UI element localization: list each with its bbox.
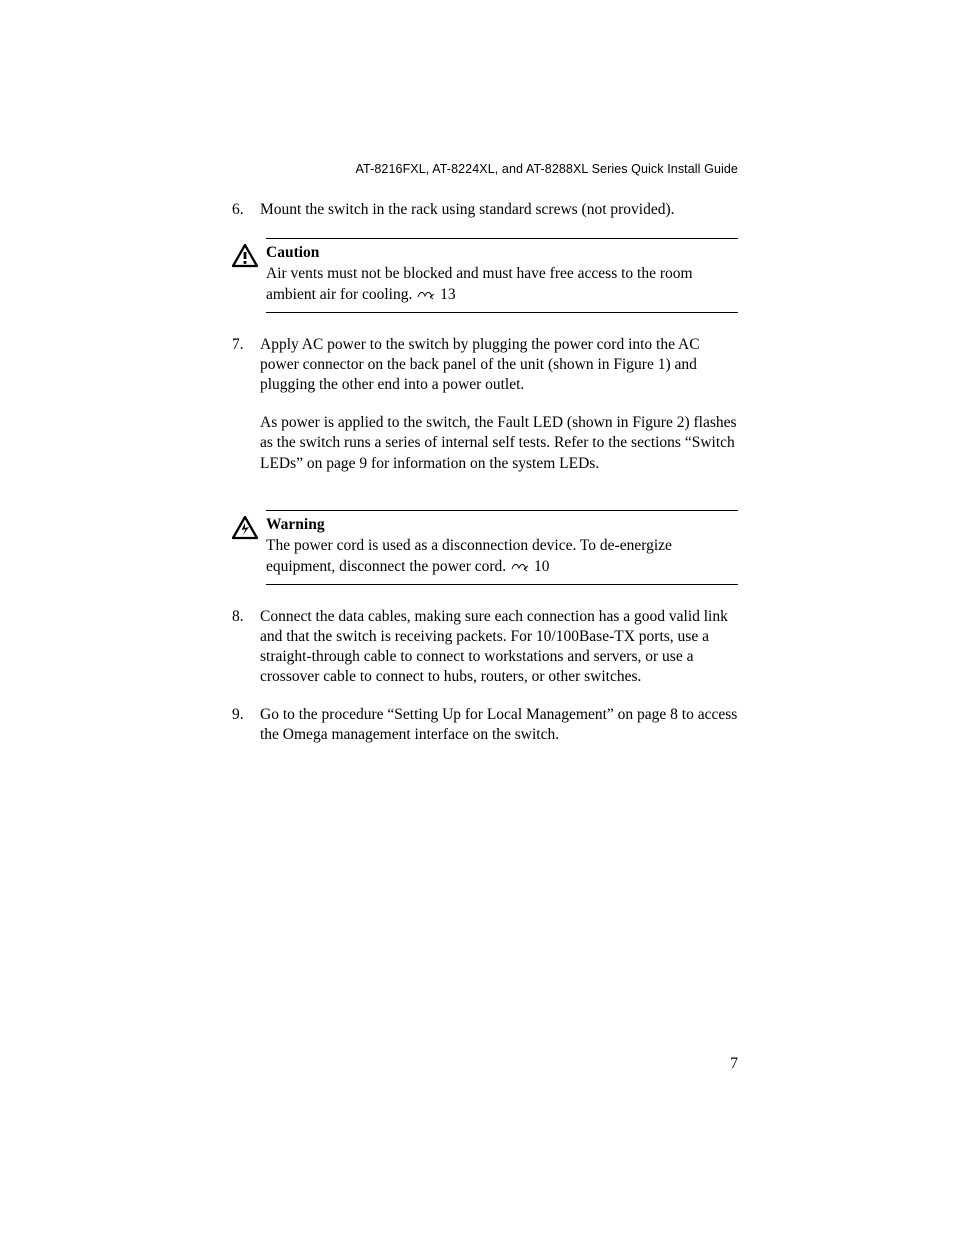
caution-text: Air vents must not be blocked and must h… bbox=[266, 265, 693, 303]
reference-icon bbox=[510, 561, 530, 573]
step-6: 6. Mount the switch in the rack using st… bbox=[232, 200, 738, 220]
caution-ref: 13 bbox=[440, 286, 456, 303]
step-number: 7. bbox=[232, 335, 260, 492]
step-8: 8. Connect the data cables, making sure … bbox=[232, 607, 738, 688]
warning-title: Warning bbox=[266, 516, 325, 533]
page-number: 7 bbox=[730, 1055, 738, 1073]
caution-icon bbox=[232, 238, 266, 313]
step-7-p1: Apply AC power to the switch by plugging… bbox=[260, 335, 738, 395]
step-7: 7. Apply AC power to the switch by plugg… bbox=[232, 335, 738, 492]
reference-icon bbox=[416, 289, 436, 301]
step-text: Connect the data cables, making sure eac… bbox=[260, 607, 738, 688]
document-page: AT-8216FXL, AT-8224XL, and AT-8288XL Ser… bbox=[0, 0, 954, 1235]
step-body: Apply AC power to the switch by plugging… bbox=[260, 335, 738, 492]
step-number: 9. bbox=[232, 705, 260, 745]
warning-box: Warning The power cord is used as a disc… bbox=[266, 510, 738, 585]
warning-ref: 10 bbox=[534, 558, 550, 575]
page-header: AT-8216FXL, AT-8224XL, and AT-8288XL Ser… bbox=[232, 162, 738, 176]
caution-title: Caution bbox=[266, 244, 319, 261]
step-7-p2: As power is applied to the switch, the F… bbox=[260, 413, 738, 473]
warning-text: The power cord is used as a disconnectio… bbox=[266, 537, 672, 575]
instruction-list: 6. Mount the switch in the rack using st… bbox=[232, 200, 738, 745]
warning-icon bbox=[232, 510, 266, 585]
step-9: 9. Go to the procedure “Setting Up for L… bbox=[232, 705, 738, 745]
step-number: 8. bbox=[232, 607, 260, 688]
step-text: Go to the procedure “Setting Up for Loca… bbox=[260, 705, 738, 745]
step-number: 6. bbox=[232, 200, 260, 220]
caution-box: Caution Air vents must not be blocked an… bbox=[266, 238, 738, 313]
caution-callout: Caution Air vents must not be blocked an… bbox=[232, 238, 738, 313]
step-text: Mount the switch in the rack using stand… bbox=[260, 200, 738, 220]
warning-callout: Warning The power cord is used as a disc… bbox=[232, 510, 738, 585]
